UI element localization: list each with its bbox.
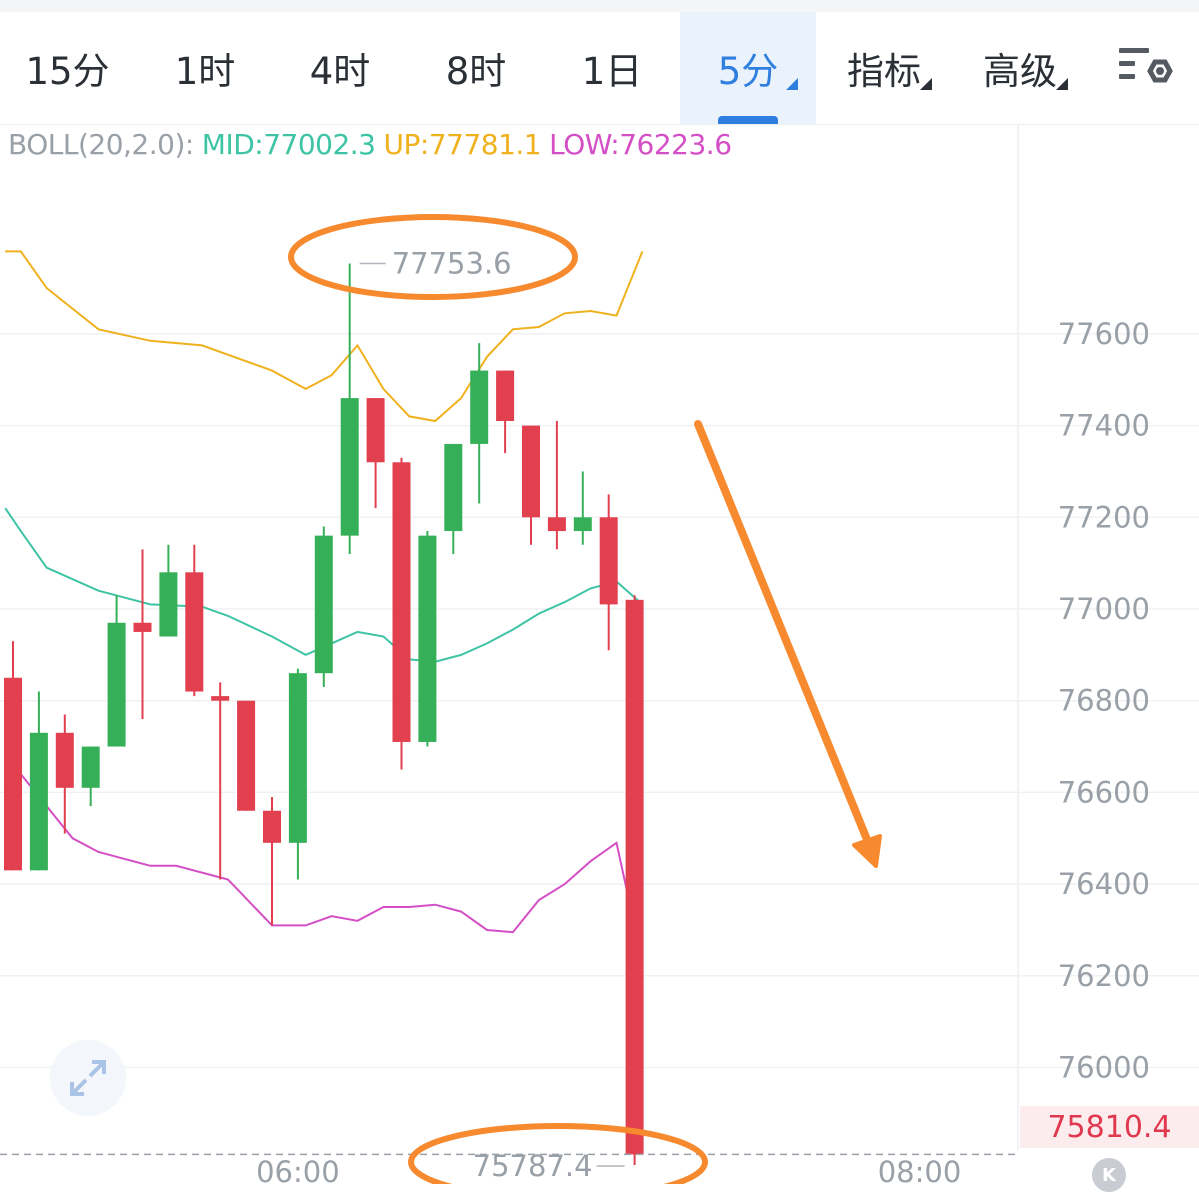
expand-button[interactable]	[50, 1040, 126, 1116]
candle-body[interactable]	[393, 462, 411, 742]
candle-body[interactable]	[82, 747, 100, 788]
high-value-label: 77753.6	[392, 246, 512, 280]
y-tick-label: 77400	[1058, 409, 1150, 443]
candle-body[interactable]	[211, 696, 229, 701]
y-tick-label: 76200	[1058, 959, 1150, 993]
candle-body[interactable]	[522, 426, 540, 518]
low-value-label: 75787.4	[473, 1149, 593, 1183]
y-tick-label: 76400	[1058, 867, 1150, 901]
candle-body[interactable]	[30, 733, 48, 871]
x-tick-label: 06:00	[256, 1155, 340, 1184]
current-price-tag: 75810.4	[1020, 1106, 1199, 1148]
x-tick-label: 08:00	[878, 1155, 962, 1184]
boll-upper-line	[5, 251, 642, 421]
y-tick-label: 77600	[1058, 317, 1150, 351]
candle-body[interactable]	[4, 678, 22, 871]
candle-body[interactable]	[134, 623, 152, 632]
y-tick-label: 76000	[1058, 1051, 1150, 1085]
down-arrow-shaft	[698, 424, 868, 842]
candle-body[interactable]	[418, 536, 436, 742]
candle-body[interactable]	[600, 517, 618, 604]
candle-body[interactable]	[56, 733, 74, 788]
candle-body[interactable]	[108, 623, 126, 747]
candle-body[interactable]	[289, 673, 307, 843]
y-tick-label: 76600	[1058, 775, 1150, 809]
candle-body[interactable]	[263, 811, 281, 843]
expand-icon	[66, 1056, 110, 1100]
candle-body[interactable]	[444, 444, 462, 531]
y-tick-label: 77000	[1058, 592, 1150, 626]
candle-body[interactable]	[548, 517, 566, 531]
candle-body[interactable]	[185, 572, 203, 691]
candle-body[interactable]	[574, 517, 592, 531]
y-tick-label: 76800	[1058, 684, 1150, 718]
candle-body[interactable]	[367, 398, 385, 462]
candle-body[interactable]	[159, 572, 177, 636]
candle-body[interactable]	[341, 398, 359, 536]
candle-body[interactable]	[626, 600, 644, 1155]
candle-body[interactable]	[237, 701, 255, 811]
down-arrow-head	[854, 836, 880, 866]
candle-body[interactable]	[470, 371, 488, 444]
y-tick-label: 77200	[1058, 500, 1150, 534]
boll-lower-line	[5, 756, 642, 962]
k-badge[interactable]: K	[1092, 1158, 1126, 1192]
candle-body[interactable]	[315, 536, 333, 674]
candle-body[interactable]	[496, 371, 514, 421]
